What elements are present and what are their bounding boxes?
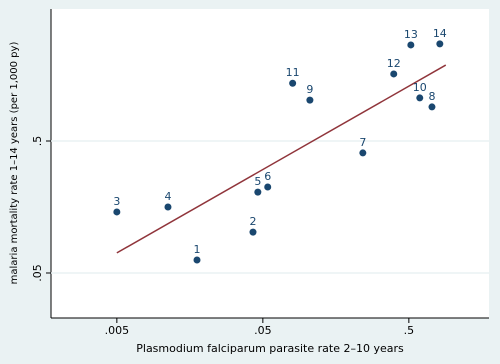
point bbox=[289, 79, 297, 87]
point-label: 1 bbox=[194, 243, 201, 256]
fit-line bbox=[116, 64, 447, 254]
point bbox=[249, 228, 257, 236]
point-label: 10 bbox=[413, 81, 427, 94]
point bbox=[390, 70, 398, 78]
point bbox=[254, 188, 262, 196]
point bbox=[428, 103, 436, 111]
y-axis-title: malaria mortality rate 1–14 years (per 1… bbox=[9, 42, 20, 285]
point-label: 3 bbox=[113, 195, 120, 208]
point-label: 4 bbox=[164, 190, 171, 203]
point-label: 5 bbox=[254, 175, 261, 188]
point-label: 11 bbox=[286, 66, 300, 79]
x-tick-label: .005 bbox=[105, 324, 130, 337]
point-label: 14 bbox=[433, 27, 447, 40]
point-label: 9 bbox=[306, 83, 313, 96]
x-axis-title: Plasmodium falciparum parasite rate 2–10… bbox=[136, 342, 404, 355]
point bbox=[164, 203, 172, 211]
y-tick-label: .05 bbox=[31, 264, 44, 282]
point-label: 13 bbox=[404, 28, 418, 41]
point-label: 2 bbox=[249, 215, 256, 228]
x-tick-label: .05 bbox=[254, 324, 272, 337]
x-tick-label: .5 bbox=[404, 324, 415, 337]
point-label: 6 bbox=[264, 170, 271, 183]
point bbox=[436, 40, 444, 48]
point bbox=[407, 41, 415, 49]
point bbox=[359, 149, 367, 157]
point-label: 8 bbox=[428, 90, 435, 103]
point bbox=[264, 183, 272, 191]
point bbox=[416, 94, 424, 102]
y-tick-label: .5 bbox=[31, 136, 44, 147]
point-label: 12 bbox=[387, 57, 401, 70]
plot-area bbox=[51, 9, 489, 318]
point bbox=[113, 208, 121, 216]
point-label: 7 bbox=[359, 136, 366, 149]
point bbox=[193, 256, 201, 264]
point bbox=[306, 96, 314, 104]
